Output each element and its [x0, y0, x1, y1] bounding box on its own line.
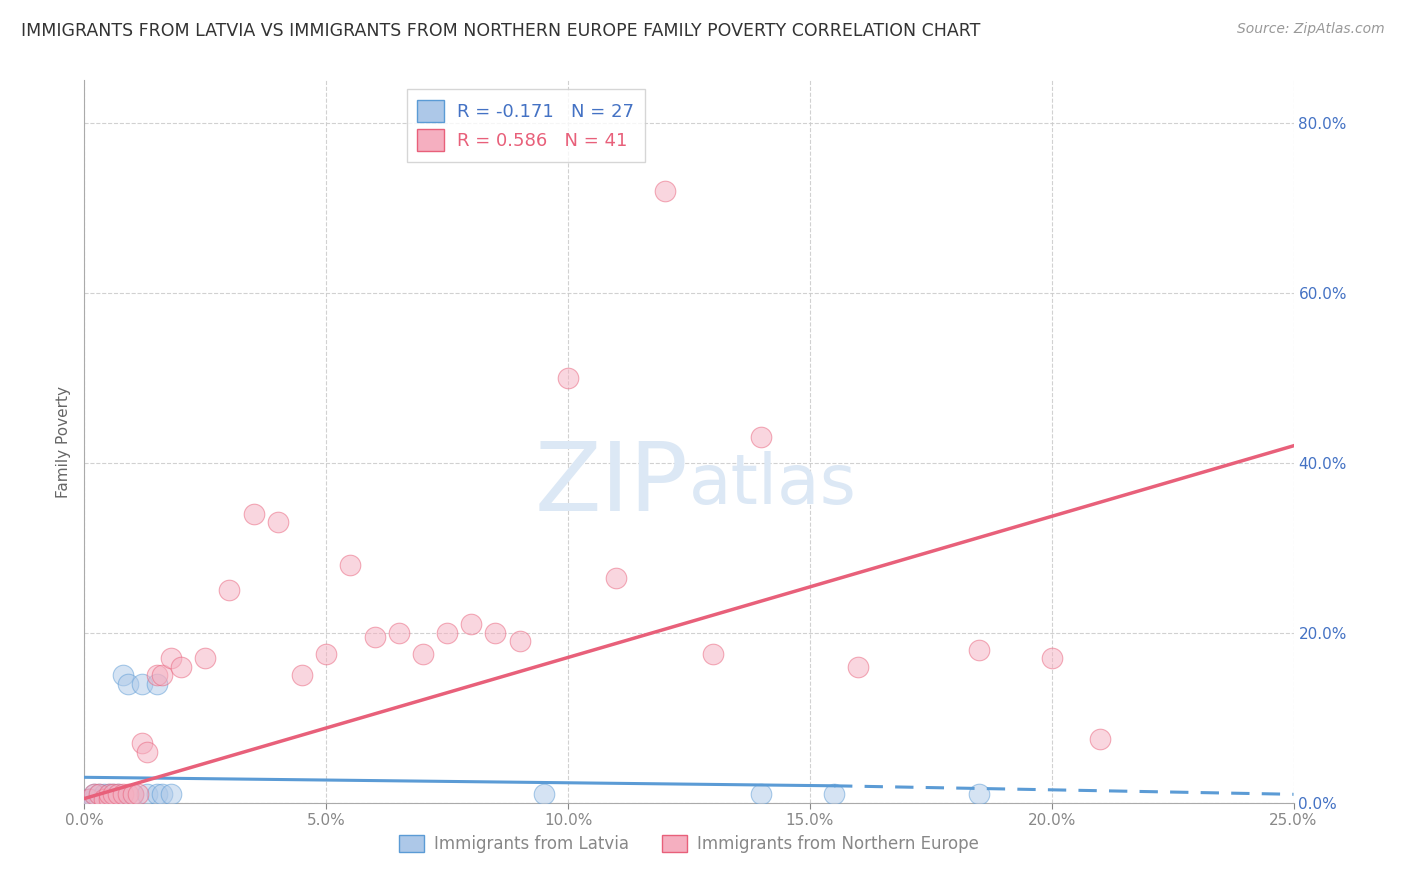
Point: [267, 516, 290, 530]
Point: [509, 634, 531, 648]
Point: [112, 787, 135, 801]
Point: [83, 787, 105, 801]
Point: [967, 787, 990, 801]
Point: [103, 787, 125, 801]
Point: [97, 787, 120, 801]
Point: [87, 787, 110, 801]
Point: [93, 787, 115, 801]
Point: [117, 677, 139, 691]
Point: [484, 625, 506, 640]
Point: [194, 651, 217, 665]
Point: [751, 787, 773, 801]
Point: [136, 745, 159, 759]
Point: [605, 570, 627, 584]
Point: [93, 791, 115, 805]
Point: [170, 660, 193, 674]
Text: Source: ZipAtlas.com: Source: ZipAtlas.com: [1237, 22, 1385, 37]
Point: [315, 647, 337, 661]
Point: [97, 787, 120, 801]
Point: [291, 668, 314, 682]
Point: [388, 625, 411, 640]
Point: [131, 736, 153, 750]
Point: [751, 430, 773, 444]
Point: [218, 583, 240, 598]
Point: [97, 791, 120, 805]
Point: [846, 660, 869, 674]
Point: [77, 791, 100, 805]
Point: [103, 787, 125, 801]
Point: [150, 787, 173, 801]
Point: [967, 642, 990, 657]
Point: [654, 184, 676, 198]
Point: [107, 791, 129, 805]
Point: [77, 791, 100, 805]
Point: [93, 791, 115, 805]
Text: ZIP: ZIP: [536, 438, 689, 532]
Point: [242, 507, 264, 521]
Y-axis label: Family Poverty: Family Poverty: [56, 385, 72, 498]
Point: [160, 787, 183, 801]
Point: [121, 787, 143, 801]
Point: [339, 558, 361, 572]
Point: [97, 791, 120, 805]
Point: [77, 791, 100, 805]
Point: [363, 630, 385, 644]
Point: [1088, 732, 1111, 747]
Point: [121, 787, 143, 801]
Point: [87, 791, 110, 805]
Point: [460, 617, 482, 632]
Point: [112, 668, 135, 682]
Point: [127, 787, 149, 801]
Point: [150, 668, 173, 682]
Point: [83, 791, 105, 805]
Point: [436, 625, 458, 640]
Point: [146, 787, 169, 801]
Point: [146, 677, 169, 691]
Point: [117, 787, 139, 801]
Point: [533, 787, 555, 801]
Point: [1040, 651, 1063, 665]
Point: [107, 787, 129, 801]
Point: [131, 677, 153, 691]
Point: [103, 791, 125, 805]
Legend: Immigrants from Latvia, Immigrants from Northern Europe: Immigrants from Latvia, Immigrants from …: [392, 828, 986, 860]
Point: [412, 647, 434, 661]
Point: [160, 651, 183, 665]
Point: [87, 787, 110, 801]
Point: [146, 668, 169, 682]
Point: [83, 787, 105, 801]
Point: [107, 787, 129, 801]
Point: [136, 787, 159, 801]
Point: [557, 371, 579, 385]
Text: IMMIGRANTS FROM LATVIA VS IMMIGRANTS FROM NORTHERN EUROPE FAMILY POVERTY CORRELA: IMMIGRANTS FROM LATVIA VS IMMIGRANTS FRO…: [21, 22, 980, 40]
Point: [823, 787, 845, 801]
Text: atlas: atlas: [689, 451, 856, 518]
Point: [702, 647, 724, 661]
